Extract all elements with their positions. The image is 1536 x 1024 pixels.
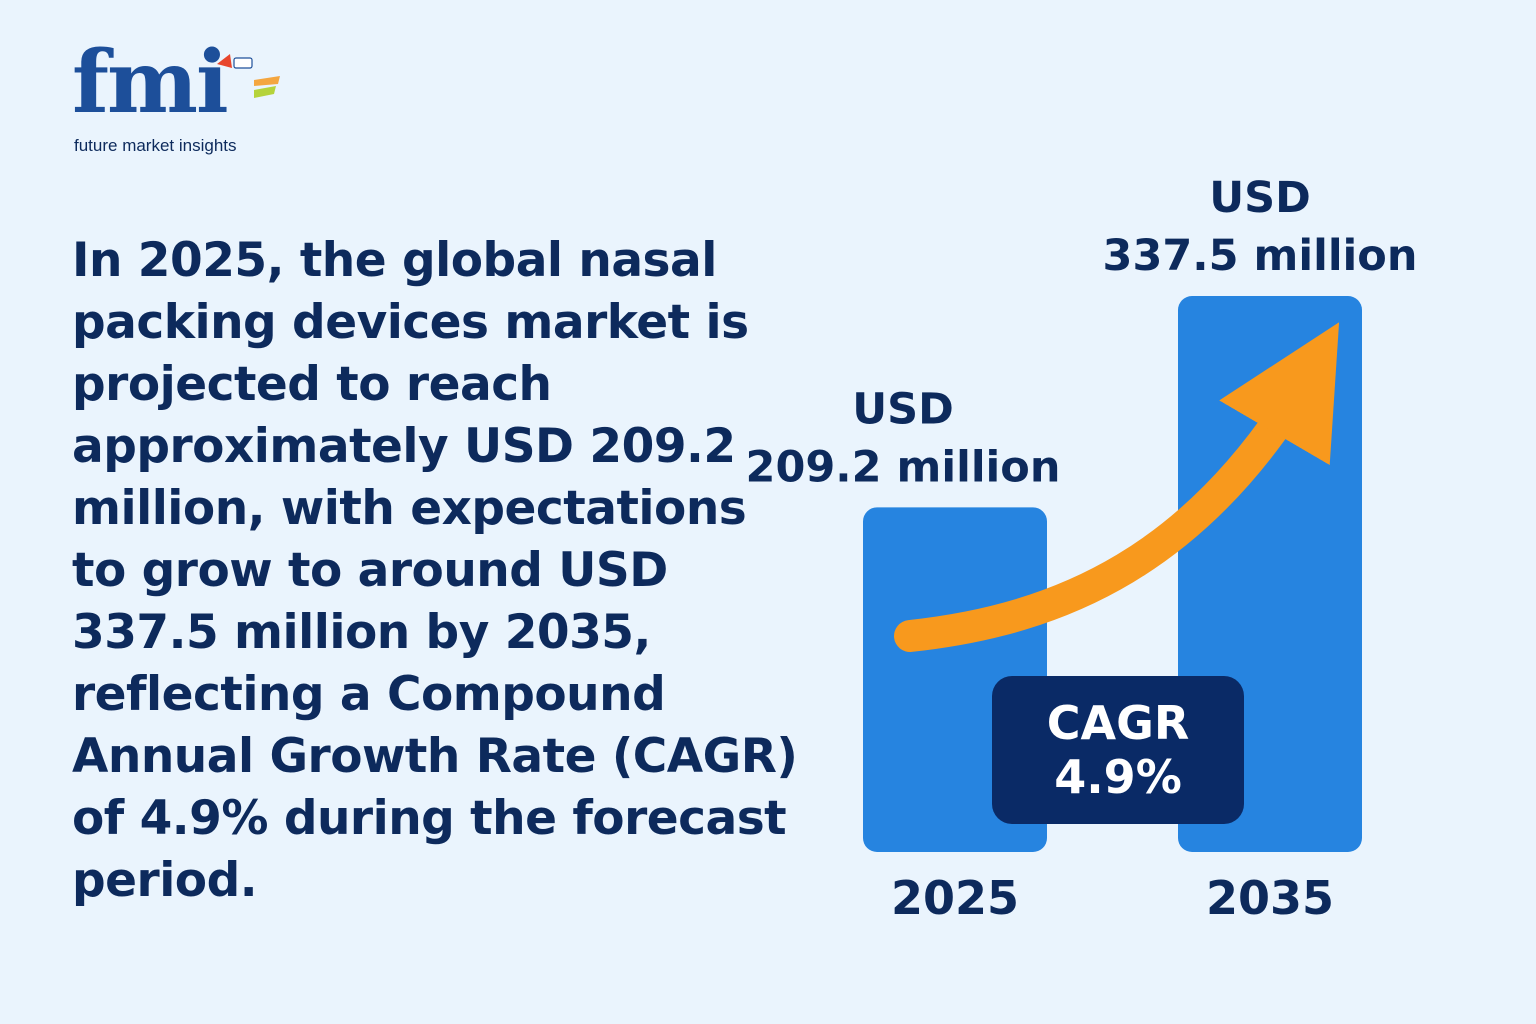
x-tick-label-2035: 2035 [1206, 871, 1334, 925]
data-label-value-2025: 209.2 million [746, 442, 1061, 492]
logo-tagline: future market insights [74, 136, 237, 155]
cagr-value: 4.9% [1054, 750, 1182, 804]
growth-arrow [894, 322, 1340, 652]
logo-accent-icon [217, 54, 280, 98]
cagr-label: CAGR [1046, 696, 1190, 750]
fmi-logo: fmi future market insights [72, 40, 292, 160]
x-tick-label-2025: 2025 [891, 871, 1019, 925]
data-label-currency-2025: USD [852, 384, 954, 434]
headline-text: In 2025, the global nasal packing device… [72, 233, 798, 908]
data-label-currency-2035: USD [1209, 173, 1311, 223]
data-label-value-2035: 337.5 million [1103, 231, 1418, 281]
cagr-badge: CAGR 4.9% [992, 676, 1244, 824]
logo-wordmark: fmi [72, 32, 229, 133]
